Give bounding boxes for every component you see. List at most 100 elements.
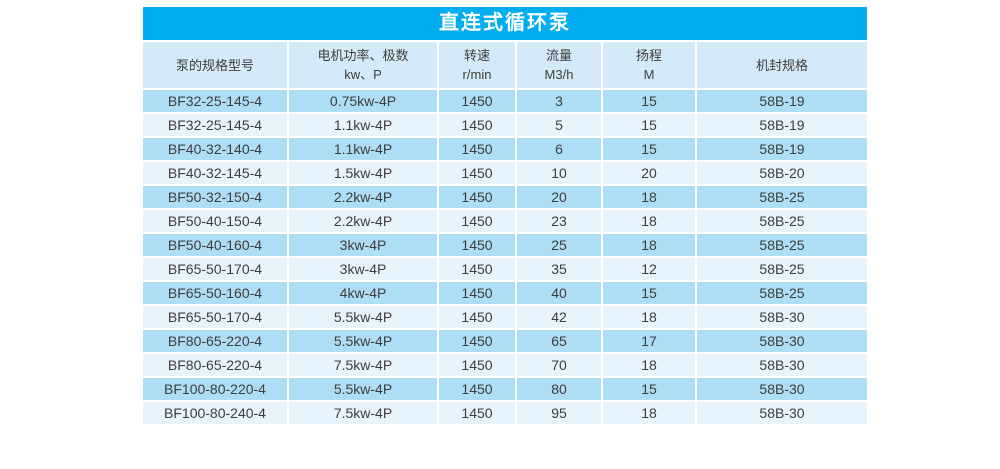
cell-flow: 23 (517, 210, 601, 232)
cell-flow: 40 (517, 282, 601, 304)
header-cell-model: 泵的规格型号 (143, 42, 287, 88)
cell-head: 18 (603, 186, 695, 208)
cell-speed: 1450 (439, 234, 515, 256)
cell-motor-power: 1.1kw-4P (289, 114, 437, 136)
cell-speed: 1450 (439, 402, 515, 424)
cell-motor-power: 5.5kw-4P (289, 378, 437, 400)
cell-motor-power: 5.5kw-4P (289, 330, 437, 352)
header-label: 机封规格 (755, 57, 808, 73)
header-sublabel: M3/h (544, 67, 574, 82)
cell-motor-power: 1.1kw-4P (289, 138, 437, 160)
table-grid: 泵的规格型号 电机功率、极数 kw、P 转速 r/min 流量 M3/h 扬程 … (143, 42, 867, 424)
cell-seal: 58B-20 (697, 162, 867, 184)
cell-seal: 58B-30 (697, 378, 867, 400)
cell-speed: 1450 (439, 114, 515, 136)
cell-model: BF50-40-160-4 (143, 234, 287, 256)
cell-flow: 25 (517, 234, 601, 256)
cell-model: BF65-50-170-4 (143, 258, 287, 280)
cell-seal: 58B-25 (697, 210, 867, 232)
cell-speed: 1450 (439, 186, 515, 208)
cell-seal: 58B-25 (697, 258, 867, 280)
cell-motor-power: 7.5kw-4P (289, 402, 437, 424)
cell-seal: 58B-25 (697, 282, 867, 304)
cell-seal: 58B-25 (697, 186, 867, 208)
cell-model: BF100-80-240-4 (143, 402, 287, 424)
cell-head: 20 (603, 162, 695, 184)
cell-flow: 42 (517, 306, 601, 328)
cell-head: 18 (603, 234, 695, 256)
header-label: 扬程 (635, 48, 662, 63)
cell-model: BF100-80-220-4 (143, 378, 287, 400)
cell-head: 15 (603, 114, 695, 136)
header-cell-motor-power: 电机功率、极数 kw、P (289, 42, 437, 88)
cell-model: BF32-25-145-4 (143, 114, 287, 136)
table-title: 直连式循环泵 (143, 7, 867, 40)
cell-motor-power: 7.5kw-4P (289, 354, 437, 376)
cell-seal: 58B-19 (697, 114, 867, 136)
cell-seal: 58B-30 (697, 402, 867, 424)
cell-head: 15 (603, 138, 695, 160)
cell-motor-power: 5.5kw-4P (289, 306, 437, 328)
cell-flow: 6 (517, 138, 601, 160)
cell-speed: 1450 (439, 354, 515, 376)
cell-head: 18 (603, 306, 695, 328)
header-cell-head: 扬程 M (603, 42, 695, 88)
header-label: 流量 (545, 48, 572, 63)
cell-speed: 1450 (439, 258, 515, 280)
cell-flow: 10 (517, 162, 601, 184)
cell-flow: 70 (517, 354, 601, 376)
cell-flow: 65 (517, 330, 601, 352)
cell-model: BF80-65-220-4 (143, 354, 287, 376)
cell-model: BF40-32-145-4 (143, 162, 287, 184)
cell-head: 18 (603, 354, 695, 376)
cell-motor-power: 2.2kw-4P (289, 210, 437, 232)
cell-head: 15 (603, 378, 695, 400)
cell-head: 18 (603, 402, 695, 424)
cell-motor-power: 3kw-4P (289, 234, 437, 256)
cell-flow: 80 (517, 378, 601, 400)
cell-head: 17 (603, 330, 695, 352)
cell-seal: 58B-30 (697, 354, 867, 376)
cell-motor-power: 0.75kw-4P (289, 90, 437, 112)
cell-model: BF65-50-170-4 (143, 306, 287, 328)
cell-model: BF65-50-160-4 (143, 282, 287, 304)
cell-head: 18 (603, 210, 695, 232)
cell-flow: 35 (517, 258, 601, 280)
cell-flow: 3 (517, 90, 601, 112)
header-sublabel: r/min (462, 67, 492, 82)
header-cell-flow: 流量 M3/h (517, 42, 601, 88)
cell-motor-power: 4kw-4P (289, 282, 437, 304)
cell-speed: 1450 (439, 378, 515, 400)
header-cell-seal: 机封规格 (697, 42, 867, 88)
cell-speed: 1450 (439, 306, 515, 328)
cell-speed: 1450 (439, 90, 515, 112)
header-label: 电机功率、极数 (317, 48, 409, 63)
cell-speed: 1450 (439, 210, 515, 232)
header-sublabel: M (643, 67, 655, 82)
cell-head: 12 (603, 258, 695, 280)
cell-model: BF40-32-140-4 (143, 138, 287, 160)
cell-model: BF50-32-150-4 (143, 186, 287, 208)
pump-spec-table: 直连式循环泵 泵的规格型号 电机功率、极数 kw、P 转速 r/min 流量 M… (143, 7, 867, 424)
cell-seal: 58B-30 (697, 330, 867, 352)
cell-head: 15 (603, 90, 695, 112)
cell-speed: 1450 (439, 282, 515, 304)
cell-motor-power: 1.5kw-4P (289, 162, 437, 184)
cell-speed: 1450 (439, 162, 515, 184)
cell-flow: 5 (517, 114, 601, 136)
cell-motor-power: 3kw-4P (289, 258, 437, 280)
header-label: 转速 (463, 48, 490, 63)
cell-head: 15 (603, 282, 695, 304)
cell-flow: 95 (517, 402, 601, 424)
cell-seal: 58B-25 (697, 234, 867, 256)
cell-flow: 20 (517, 186, 601, 208)
header-label: 泵的规格型号 (175, 57, 254, 73)
cell-model: BF32-25-145-4 (143, 90, 287, 112)
cell-model: BF50-40-150-4 (143, 210, 287, 232)
header-cell-speed: 转速 r/min (439, 42, 515, 88)
cell-motor-power: 2.2kw-4P (289, 186, 437, 208)
cell-seal: 58B-30 (697, 306, 867, 328)
header-sublabel: kw、P (344, 67, 382, 82)
cell-speed: 1450 (439, 138, 515, 160)
